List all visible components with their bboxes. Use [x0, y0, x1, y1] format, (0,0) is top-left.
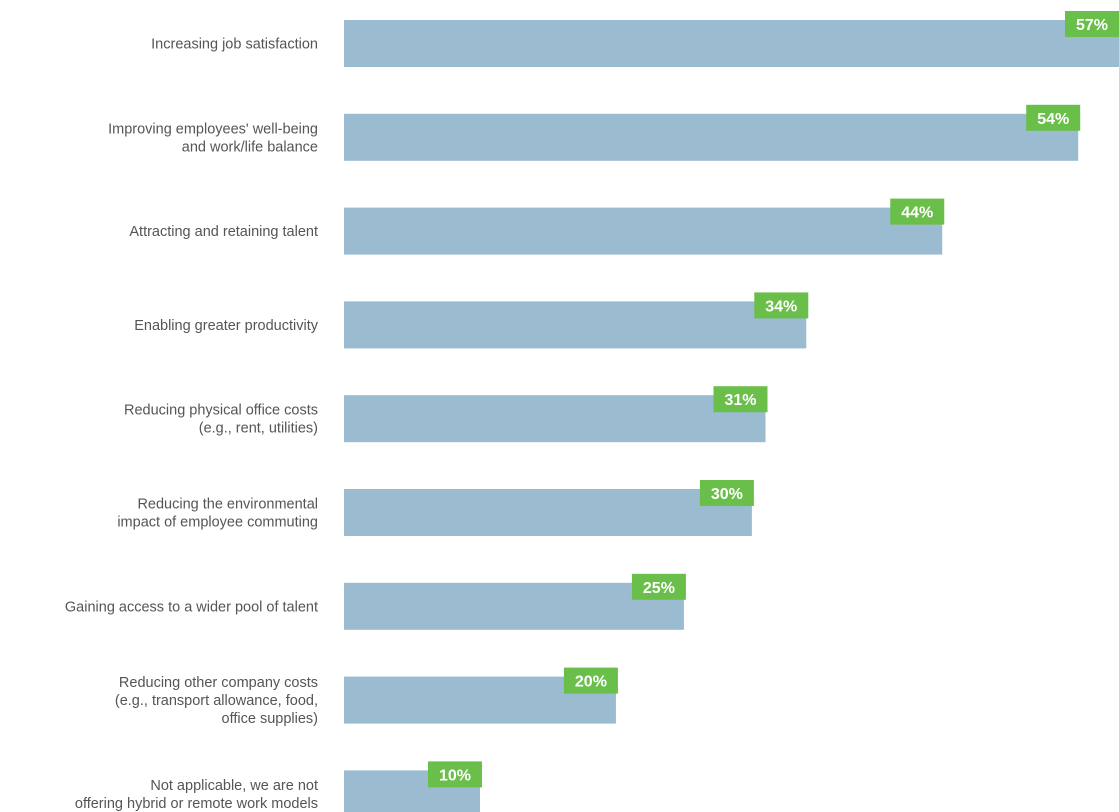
bar-4 [344, 301, 807, 349]
value-label-9: 10% [439, 767, 471, 784]
value-label-1: 57% [1076, 17, 1108, 34]
category-label-9: Not applicable, we are not offering hybri… [75, 778, 318, 812]
category-label-line: (e.g., transport allowance, food, [115, 693, 318, 709]
bar-5 [344, 395, 766, 443]
value-label-7: 25% [643, 580, 675, 597]
category-label-8: Reducing other company costs (e.g., trans… [115, 675, 318, 727]
category-label-line: and work/life balance [182, 139, 318, 155]
value-label-4: 34% [765, 298, 797, 315]
value-label-box-8 [563, 667, 618, 694]
category-label-line: offering hybrid or remote work models [75, 796, 318, 812]
value-label-3: 44% [901, 205, 933, 222]
category-label-line: Enabling greater productivity [134, 318, 319, 334]
category-label-line: Attracting and retaining talent [129, 224, 318, 240]
category-label-7: Gaining access to a wider pool of talent [65, 599, 318, 615]
category-label-line: Reducing other company costs [119, 675, 318, 691]
category-label-2: Improving employees' well-being and work/… [108, 121, 318, 155]
value-label-box-9 [427, 761, 482, 788]
value-label-box-2 [1026, 104, 1081, 131]
value-label-6: 30% [711, 486, 743, 503]
category-label-line: office supplies) [222, 711, 318, 727]
category-label-line: Not applicable, we are not [150, 778, 318, 794]
category-label-6: Reducing the environmental impact of empl… [117, 497, 318, 531]
value-label-box-1 [1065, 11, 1119, 37]
category-label-3: Attracting and retaining talent [129, 224, 318, 240]
value-label-box-5 [713, 386, 768, 413]
bar-1 [344, 20, 1119, 67]
value-label-box-7 [631, 573, 686, 600]
bar-6 [344, 489, 752, 536]
value-label-8: 20% [575, 674, 607, 691]
category-label-line: (e.g., rent, utilities) [199, 421, 318, 437]
value-label-box-6 [699, 480, 754, 506]
category-label-line: Reducing the environmental [137, 497, 318, 513]
category-label-line: Improving employees' well-being [108, 121, 318, 137]
category-label-4: Enabling greater productivity [134, 318, 319, 334]
value-label-2: 54% [1037, 111, 1069, 128]
value-label-box-4 [754, 292, 809, 319]
category-label-1: Increasing job satisfaction [151, 37, 318, 53]
value-label-5: 31% [724, 392, 756, 409]
category-label-5: Reducing physical office costs (e.g., ren… [124, 403, 318, 437]
value-label-box-3 [890, 198, 945, 225]
bar-2 [344, 113, 1079, 161]
category-label-line: impact of employee commuting [117, 515, 318, 531]
category-label-line: Reducing physical office costs [124, 403, 318, 419]
category-label-line: Increasing job satisfaction [151, 37, 318, 53]
category-label-line: Gaining access to a wider pool of talent [65, 599, 318, 615]
bar-7 [344, 582, 684, 630]
bar-3 [344, 207, 943, 255]
